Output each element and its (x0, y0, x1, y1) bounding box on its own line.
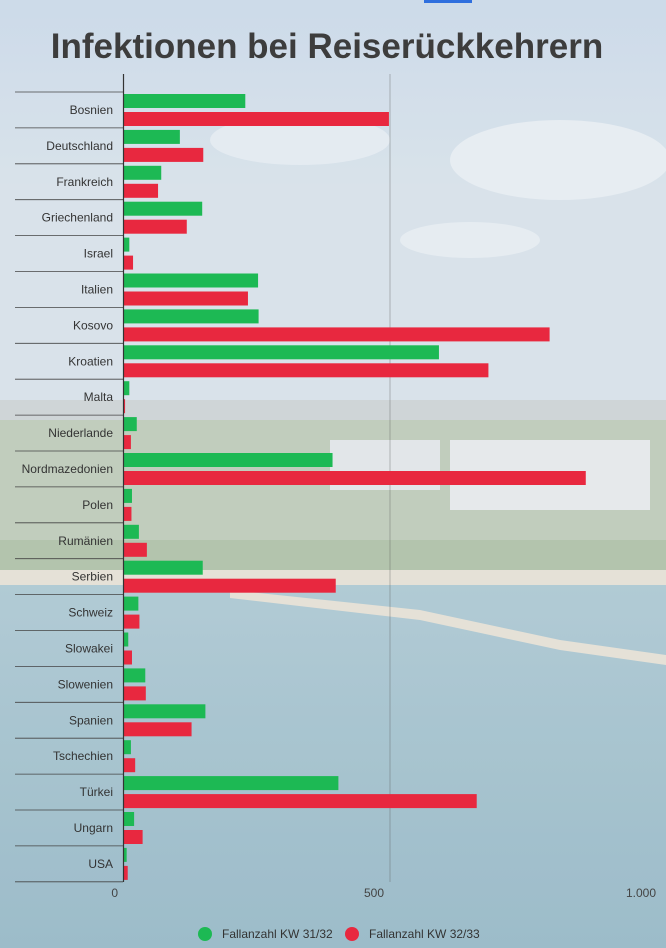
bar-kw32-33 (124, 794, 477, 809)
bar-kw32-33 (124, 471, 586, 485)
legend-marker (345, 927, 359, 941)
top-tab-accent (424, 0, 472, 3)
legend: Fallanzahl KW 31/32 Fallanzahl KW 32/33 (198, 927, 480, 941)
bar-kw32-33 (124, 686, 146, 701)
category-label: Spanien (69, 713, 113, 727)
bar-kw32-33 (124, 650, 132, 665)
category-label: Slowenien (58, 677, 113, 691)
bar-kw31-32 (124, 632, 129, 647)
bar-kw31-32 (124, 237, 130, 252)
bar-kw31-32 (124, 524, 139, 539)
legend-label: Fallanzahl KW 31/32 (222, 927, 333, 941)
category-label: Griechenland (42, 211, 113, 225)
bar-kw31-32 (124, 847, 127, 862)
bar-kw32-33 (124, 112, 389, 126)
bar-kw31-32 (124, 596, 139, 611)
category-label: Tschechien (53, 749, 113, 763)
category-label: Deutschland (46, 139, 113, 153)
bar-kw31-32 (124, 417, 137, 432)
bar-kw32-33 (124, 291, 248, 306)
category-label: USA (88, 857, 113, 871)
chart-title: Infektionen bei Reiserückkehrern (51, 27, 603, 66)
x-tick-label: 1.000 (626, 886, 656, 900)
bar-kw31-32 (124, 165, 162, 180)
category-label: Kroatien (68, 354, 113, 368)
category-label: Bosnien (70, 103, 113, 117)
bar-kw31-32 (124, 129, 180, 144)
bar-kw32-33 (124, 435, 131, 450)
category-label: Frankreich (56, 175, 113, 189)
category-label: Italien (81, 283, 113, 297)
bars (124, 94, 586, 880)
bar-kw32-33 (124, 219, 187, 234)
category-label: Türkei (80, 785, 113, 799)
bar-kw32-33 (124, 255, 134, 270)
bar-kw32-33 (124, 399, 126, 414)
bar-kw32-33 (124, 183, 159, 198)
bar-kw32-33 (124, 722, 192, 737)
category-label: Niederlande (48, 426, 113, 440)
bar-kw31-32 (124, 488, 132, 503)
bar-kw31-32 (124, 560, 203, 575)
category-label: Ungarn (74, 821, 113, 835)
bar-kw31-32 (124, 309, 259, 324)
bar-kw32-33 (124, 506, 132, 521)
bar-kw31-32 (124, 453, 333, 467)
category-label: Schweiz (68, 606, 113, 620)
category-label: Malta (84, 390, 114, 404)
bar-kw31-32 (124, 94, 246, 108)
bar-kw31-32 (124, 273, 259, 288)
bar-kw32-33 (124, 542, 147, 557)
category-label: Nordmazedonien (22, 462, 113, 476)
bar-kw32-33 (124, 327, 550, 342)
x-tick-label: 0 (111, 886, 118, 900)
bar-kw31-32 (124, 776, 339, 791)
category-label: Serbien (72, 570, 113, 584)
category-label: Slowakei (65, 642, 113, 656)
bar-kw31-32 (124, 704, 206, 719)
legend-label: Fallanzahl KW 32/33 (369, 927, 480, 941)
bar-kw32-33 (124, 614, 140, 629)
category-label: Polen (82, 498, 113, 512)
bar-kw31-32 (124, 740, 131, 755)
bar-kw31-32 (124, 345, 439, 360)
x-tick-label: 500 (364, 886, 384, 900)
category-label: Rumänien (58, 534, 113, 548)
x-axis-ticks: 0 500 1.000 (111, 886, 656, 900)
category-label: Israel (84, 247, 113, 261)
bar-kw31-32 (124, 381, 130, 396)
bar-kw31-32 (124, 201, 203, 216)
bar-kw32-33 (124, 578, 336, 593)
bar-kw32-33 (124, 865, 128, 880)
legend-marker (198, 927, 212, 941)
bar-kw31-32 (124, 812, 135, 826)
bar-kw32-33 (124, 758, 136, 773)
bar-kw32-33 (124, 830, 143, 844)
bar-kw32-33 (124, 363, 489, 378)
bar-kw32-33 (124, 147, 204, 162)
category-rows: Bosnien Deutschland Frankreich Griechenland… (15, 91, 123, 883)
bar-kw31-32 (124, 668, 146, 683)
category-label: Kosovo (73, 318, 113, 332)
